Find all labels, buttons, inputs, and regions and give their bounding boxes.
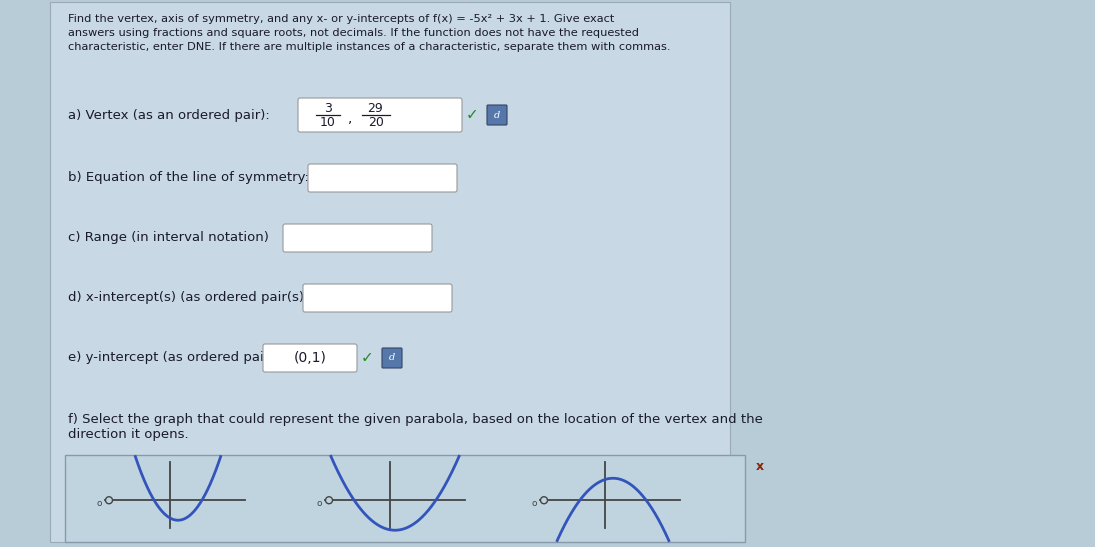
Text: characteristic, enter DNE. If there are multiple instances of a characteristic, : characteristic, enter DNE. If there are … <box>68 42 670 52</box>
Text: 3: 3 <box>324 102 332 114</box>
Text: Find the vertex, axis of symmetry, and any x- or y-intercepts of f(x) = -5x² + 3: Find the vertex, axis of symmetry, and a… <box>68 14 614 24</box>
Text: answers using fractions and square roots, not decimals. If the function does not: answers using fractions and square roots… <box>68 28 639 38</box>
Text: o: o <box>531 499 537 508</box>
Text: ✓: ✓ <box>465 108 479 123</box>
FancyBboxPatch shape <box>303 284 452 312</box>
Text: d) x-intercept(s) (as ordered pair(s)):: d) x-intercept(s) (as ordered pair(s)): <box>68 292 313 305</box>
Text: e) y-intercept (as ordered pair):: e) y-intercept (as ordered pair): <box>68 352 279 364</box>
FancyBboxPatch shape <box>50 2 730 542</box>
Text: direction it opens.: direction it opens. <box>68 428 188 441</box>
Text: d: d <box>494 110 500 119</box>
Text: 10: 10 <box>320 117 336 130</box>
Text: c) Range (in interval notation): c) Range (in interval notation) <box>68 231 269 245</box>
Text: x: x <box>756 461 764 474</box>
FancyBboxPatch shape <box>65 455 745 542</box>
Text: ,: , <box>348 111 353 125</box>
Text: a) Vertex (as an ordered pair):: a) Vertex (as an ordered pair): <box>68 108 269 121</box>
Text: 29: 29 <box>367 102 383 114</box>
Text: d: d <box>389 353 395 363</box>
Text: o: o <box>316 499 322 508</box>
Text: ✓: ✓ <box>360 351 373 365</box>
Text: f) Select the graph that could represent the given parabola, based on the locati: f) Select the graph that could represent… <box>68 413 763 426</box>
Circle shape <box>325 497 333 504</box>
FancyBboxPatch shape <box>263 344 357 372</box>
FancyBboxPatch shape <box>308 164 457 192</box>
Text: 20: 20 <box>368 117 384 130</box>
Text: b) Equation of the line of symmetry:: b) Equation of the line of symmetry: <box>68 172 309 184</box>
FancyBboxPatch shape <box>487 105 507 125</box>
FancyBboxPatch shape <box>283 224 433 252</box>
FancyBboxPatch shape <box>298 98 462 132</box>
Text: o: o <box>96 499 102 508</box>
Circle shape <box>105 497 113 504</box>
FancyBboxPatch shape <box>382 348 402 368</box>
Circle shape <box>541 497 548 504</box>
Text: (0,1): (0,1) <box>293 351 326 365</box>
